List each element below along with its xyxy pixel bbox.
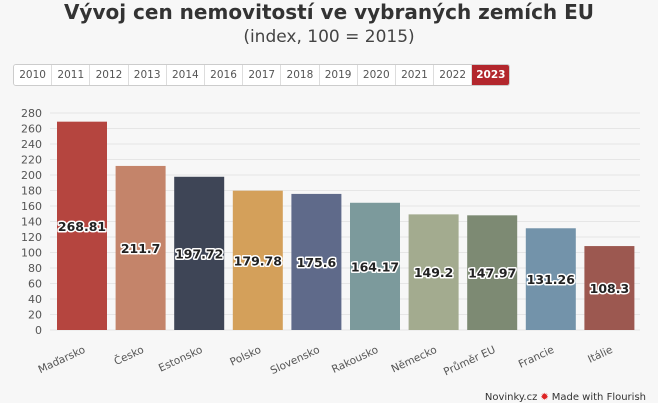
- bar[interactable]: [57, 121, 107, 331]
- chart-subtitle: (index, 100 = 2015): [243, 27, 415, 47]
- y-tick-label: 200: [21, 169, 42, 182]
- x-tick-label: Průměr EU: [442, 344, 498, 378]
- year-button-2019[interactable]: 2019: [319, 65, 358, 85]
- brand-logo[interactable]: Novinky.cz: [484, 392, 538, 403]
- x-tick-label: Slovensko: [269, 344, 322, 377]
- year-button-2018[interactable]: 2018: [281, 65, 320, 85]
- data-label: 211.7: [121, 241, 161, 256]
- bar[interactable]: [232, 190, 283, 330]
- year-button-2017[interactable]: 2017: [243, 65, 282, 85]
- x-tick-label: Itálie: [586, 344, 615, 366]
- data-label: 147.97: [468, 266, 516, 281]
- y-tick-label: 260: [21, 123, 42, 136]
- data-label: 108.3: [590, 281, 630, 296]
- x-tick-label: Francie: [517, 344, 556, 371]
- year-button-2011[interactable]: 2011: [52, 65, 91, 85]
- bar[interactable]: [174, 176, 225, 330]
- year-button-2016[interactable]: 2016: [204, 65, 244, 85]
- bar[interactable]: [115, 165, 166, 330]
- y-tick-label: 140: [21, 216, 42, 229]
- year-selector: 2010 2011 2012 2013 2014 2016 2017 2018 2019 2020…: [13, 64, 511, 86]
- data-label: 149.2: [414, 265, 454, 280]
- y-tick-label: 160: [21, 200, 42, 213]
- y-tick-label: 40: [28, 293, 42, 306]
- y-tick-label: 220: [21, 154, 42, 167]
- data-label: 164.17: [351, 259, 399, 274]
- y-tick-label: 100: [21, 247, 42, 260]
- made-with-flourish-link[interactable]: Made with Flourish: [551, 392, 646, 403]
- x-tick-label: Rakousko: [330, 344, 380, 376]
- x-tick-label: Polsko: [228, 344, 263, 369]
- year-button-2012[interactable]: 2012: [90, 65, 129, 85]
- data-label: 175.6: [297, 255, 337, 270]
- bar[interactable]: [408, 214, 459, 330]
- bar[interactable]: [291, 193, 342, 330]
- year-button-2023[interactable]: 2023: [472, 65, 510, 85]
- data-label: 179.78: [234, 253, 282, 268]
- year-button-2010[interactable]: 2010: [14, 65, 53, 85]
- year-button-2022[interactable]: 2022: [434, 65, 473, 85]
- year-button-2014[interactable]: 2014: [166, 65, 205, 85]
- year-button-2021[interactable]: 2021: [395, 65, 435, 85]
- year-button-2020[interactable]: 2020: [357, 65, 396, 85]
- bar[interactable]: [350, 202, 400, 330]
- y-tick-label: 280: [21, 107, 42, 120]
- bar[interactable]: [467, 215, 518, 330]
- bar[interactable]: [584, 246, 635, 330]
- y-tick-label: 60: [28, 278, 42, 291]
- y-tick-label: 180: [21, 185, 42, 198]
- x-tick-label: Estonsko: [157, 344, 205, 375]
- flourish-icon: ✹: [540, 392, 549, 403]
- year-button-2013[interactable]: 2013: [128, 65, 167, 85]
- x-tick-label: Maďarsko: [36, 344, 87, 376]
- chart-title: Vývoj cen nemovitostí ve vybraných zemíc…: [63, 0, 595, 24]
- y-tick-label: 0: [35, 324, 42, 337]
- data-label: 268.81: [58, 219, 106, 234]
- y-tick-label: 240: [21, 138, 42, 151]
- footer: Novinky.cz ✹ Made with Flourish: [485, 392, 646, 403]
- y-tick-label: 20: [28, 309, 42, 322]
- y-tick-label: 120: [21, 231, 42, 244]
- data-label: 197.72: [175, 246, 223, 261]
- data-label: 131.26: [527, 272, 576, 287]
- bar[interactable]: [525, 228, 576, 330]
- x-tick-label: Německo: [389, 344, 438, 376]
- y-tick-label: 80: [28, 262, 42, 275]
- x-tick-label: Česko: [112, 343, 146, 368]
